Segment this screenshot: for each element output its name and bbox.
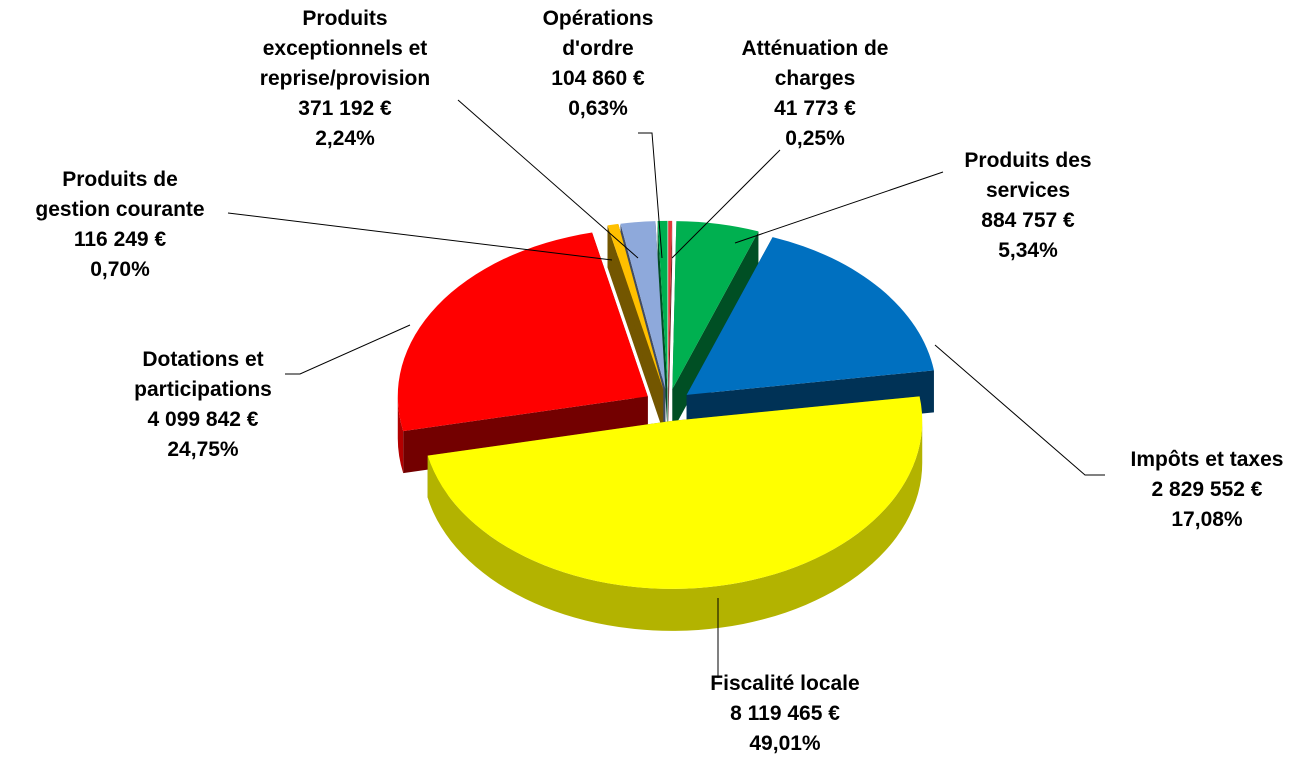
category-label: Opérations d'ordre — [543, 7, 654, 60]
slice-wall — [668, 220, 673, 431]
leader-line — [638, 132, 663, 259]
slice-top — [657, 220, 668, 389]
category-label: Produits de gestion courante — [35, 168, 204, 221]
percent-label: 0,70% — [90, 258, 150, 281]
slice-wall — [657, 221, 668, 431]
pie-slice — [427, 396, 923, 631]
percent-label: 24,75% — [167, 438, 239, 461]
percent-label: 0,63% — [568, 97, 628, 120]
pie-slice — [668, 220, 673, 431]
value-label: 8 119 465 € — [730, 702, 840, 725]
slice-top — [620, 221, 666, 389]
leader-line — [671, 149, 781, 259]
percent-label: 2,24% — [315, 127, 375, 150]
percent-label: 0,25% — [785, 127, 845, 150]
leader-line — [227, 212, 613, 261]
pie-slice — [607, 223, 664, 432]
value-label: 371 192 € — [298, 97, 392, 120]
percent-label: 17,08% — [1171, 508, 1243, 531]
leader-line — [734, 171, 944, 244]
category-label: Fiscalité locale — [710, 672, 859, 695]
value-label: 104 860 € — [551, 67, 645, 90]
category-label: Atténuation de charges — [742, 37, 889, 90]
slice-wall — [672, 231, 759, 432]
percent-label: 49,01% — [749, 732, 821, 755]
value-label: 4 099 842 € — [148, 408, 259, 431]
slice-top — [668, 220, 673, 389]
pie-slice — [657, 220, 668, 431]
slice-rim — [427, 420, 923, 631]
slice-top — [672, 221, 759, 390]
value-label: 884 757 € — [981, 209, 1075, 232]
slice-top — [397, 232, 648, 432]
category-label: Produits exceptionnels et reprise/provisio… — [260, 7, 430, 90]
category-label: Produits des services — [964, 149, 1091, 202]
leader-line — [934, 344, 1105, 476]
leader-line — [285, 324, 411, 375]
slice-top — [607, 223, 664, 390]
value-label: 41 773 € — [774, 97, 856, 120]
value-label: 116 249 € — [74, 228, 167, 251]
slice-rim — [397, 396, 404, 474]
slice-top — [686, 237, 934, 395]
category-label: Dotations et participations — [134, 348, 272, 401]
category-label: Impôts et taxes — [1131, 448, 1284, 471]
slice-top — [427, 396, 923, 589]
value-label: 2 829 552 € — [1152, 478, 1263, 501]
pie-slice — [672, 221, 759, 432]
leader-line — [457, 99, 639, 259]
percent-label: 5,34% — [998, 239, 1058, 262]
